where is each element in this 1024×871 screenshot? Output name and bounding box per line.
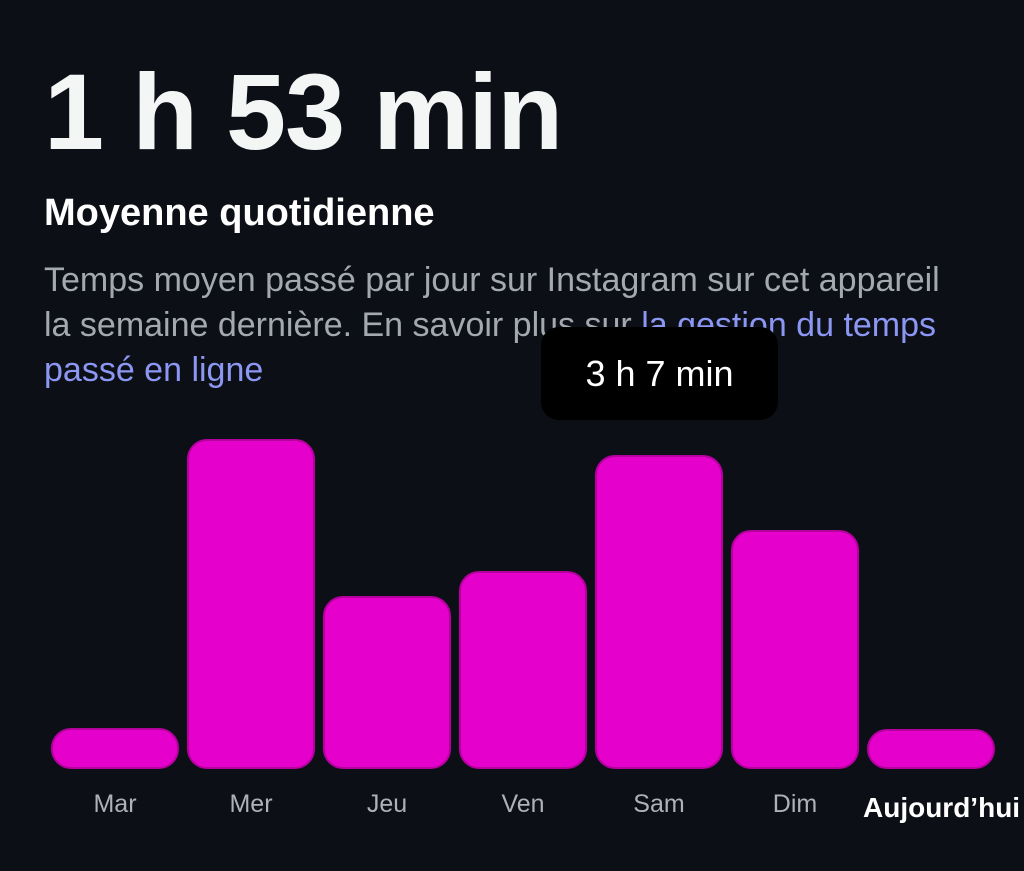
day-label-2[interactable]: Jeu: [366, 790, 408, 818]
bar-1[interactable]: [187, 439, 315, 769]
day-label-4[interactable]: Sam: [633, 790, 685, 818]
average-time-value: 1 h 53 min: [44, 51, 563, 172]
day-label-3[interactable]: Ven: [501, 790, 545, 818]
day-label-5[interactable]: Dim: [772, 790, 818, 818]
day-label-6[interactable]: Aujourd’hui: [863, 792, 1021, 823]
bar-0[interactable]: [51, 728, 179, 769]
bar-3[interactable]: [459, 571, 587, 769]
description-body: Temps moyen passé par jour sur Instagram…: [44, 261, 940, 344]
description-text: Temps moyen passé par jour sur Instagram…: [44, 258, 944, 393]
bar-4[interactable]: [595, 455, 723, 769]
section-title: Moyenne quotidienne: [44, 192, 435, 234]
day-label-1[interactable]: Mer: [229, 790, 273, 818]
learn-more-link[interactable]: la gestion du temps passé en ligne: [44, 306, 937, 389]
bar-value-tooltip: 3 h 7 min: [541, 327, 778, 420]
day-label-0[interactable]: Mar: [93, 790, 137, 818]
bar-5[interactable]: [731, 530, 859, 769]
bar-6[interactable]: [867, 729, 995, 769]
bar-2[interactable]: [323, 596, 451, 769]
